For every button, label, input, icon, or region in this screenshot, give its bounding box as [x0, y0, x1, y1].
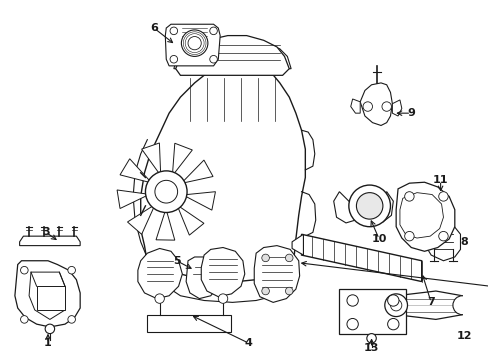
Circle shape [452, 296, 471, 315]
Circle shape [438, 231, 447, 241]
Polygon shape [395, 291, 462, 319]
Polygon shape [249, 45, 290, 69]
Polygon shape [361, 198, 376, 213]
Polygon shape [172, 143, 192, 176]
Polygon shape [211, 45, 253, 69]
Bar [37, 286, 65, 310]
Polygon shape [333, 192, 358, 223]
Text: 8: 8 [460, 237, 467, 247]
Circle shape [390, 300, 401, 311]
Polygon shape [360, 83, 391, 126]
Polygon shape [391, 100, 401, 116]
Polygon shape [15, 261, 80, 327]
Polygon shape [395, 182, 454, 251]
Circle shape [366, 334, 375, 343]
Text: 12: 12 [456, 332, 471, 341]
Circle shape [387, 295, 398, 306]
Circle shape [155, 294, 164, 303]
Circle shape [68, 316, 75, 323]
Polygon shape [186, 257, 220, 298]
Circle shape [68, 266, 75, 274]
Circle shape [181, 30, 207, 57]
Polygon shape [29, 272, 65, 319]
Circle shape [381, 102, 390, 111]
Polygon shape [117, 190, 149, 208]
Polygon shape [175, 36, 289, 75]
Polygon shape [173, 45, 215, 69]
Text: 2: 2 [486, 281, 488, 291]
Polygon shape [165, 24, 220, 66]
Text: 11: 11 [432, 175, 447, 185]
Polygon shape [201, 248, 244, 297]
Circle shape [438, 192, 447, 201]
Polygon shape [181, 160, 213, 184]
Text: 7: 7 [427, 297, 434, 307]
Bar [147, 315, 230, 332]
Circle shape [285, 254, 292, 262]
Text: 1: 1 [44, 338, 52, 348]
Circle shape [187, 36, 201, 50]
Circle shape [218, 294, 227, 303]
Circle shape [170, 55, 177, 63]
Polygon shape [350, 99, 360, 113]
Text: 3: 3 [42, 228, 50, 237]
Polygon shape [177, 205, 203, 235]
Polygon shape [339, 289, 405, 334]
Text: 9: 9 [407, 108, 414, 118]
Circle shape [348, 185, 390, 227]
Text: 5: 5 [172, 256, 180, 266]
Circle shape [387, 319, 398, 330]
Polygon shape [291, 234, 303, 255]
Circle shape [155, 180, 177, 203]
Text: 13: 13 [363, 343, 379, 353]
Circle shape [356, 193, 382, 219]
Polygon shape [156, 209, 174, 240]
Polygon shape [183, 192, 215, 210]
Circle shape [170, 27, 177, 35]
Polygon shape [141, 59, 305, 282]
Polygon shape [142, 143, 161, 176]
Circle shape [145, 171, 187, 212]
Circle shape [404, 231, 413, 241]
Circle shape [362, 102, 372, 111]
Circle shape [20, 316, 28, 323]
Polygon shape [371, 192, 392, 222]
Text: 4: 4 [244, 338, 252, 348]
Circle shape [384, 294, 407, 316]
Polygon shape [254, 246, 299, 302]
Text: 6: 6 [150, 23, 158, 33]
Polygon shape [127, 204, 155, 234]
Circle shape [404, 192, 413, 201]
Polygon shape [120, 159, 151, 183]
Polygon shape [301, 234, 421, 282]
Circle shape [285, 287, 292, 295]
Text: 10: 10 [371, 234, 386, 244]
Circle shape [346, 295, 358, 306]
Circle shape [209, 55, 217, 63]
Circle shape [20, 266, 28, 274]
Circle shape [209, 27, 217, 35]
Circle shape [346, 319, 358, 330]
Circle shape [261, 254, 269, 262]
Polygon shape [425, 223, 460, 261]
Polygon shape [138, 248, 182, 298]
Polygon shape [399, 193, 443, 238]
Polygon shape [20, 236, 80, 246]
Circle shape [261, 287, 269, 295]
Circle shape [45, 324, 55, 334]
